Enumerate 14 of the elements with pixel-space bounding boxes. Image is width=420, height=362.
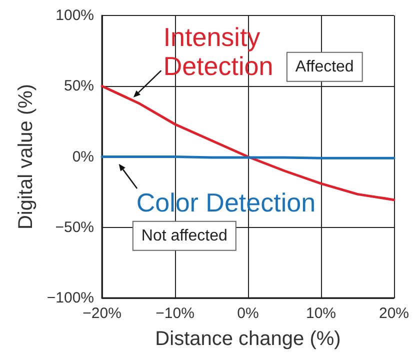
x-tick-label: −20%: [82, 305, 122, 322]
annotation: Affected: [295, 58, 354, 76]
x-tick-label: 10%: [306, 305, 336, 322]
x-tick-label: 20%: [378, 305, 410, 322]
y-tick-label: −50%: [55, 218, 94, 236]
y-tick-label: 100%: [56, 7, 94, 24]
annotation: Not affected: [141, 227, 228, 244]
y-tick-label: −100%: [46, 290, 94, 306]
x-axis-title: Distance change (%): [155, 328, 341, 350]
y-axis-title: Digital value (%): [15, 84, 37, 230]
x-tick-label: −10%: [156, 305, 194, 322]
y-tick-label: 0%: [72, 148, 94, 166]
x-tick-label: 0%: [237, 305, 259, 322]
y-tick-label: 50%: [64, 78, 94, 95]
